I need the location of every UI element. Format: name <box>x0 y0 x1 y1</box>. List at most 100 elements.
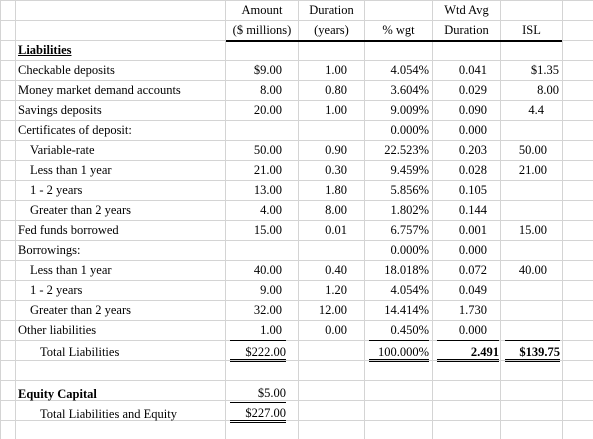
row-isl: 50.00 <box>518 143 547 157</box>
amount-total-rule <box>230 340 286 341</box>
header-amount-line2: ($ millions) <box>232 23 292 37</box>
row-isl: 21.00 <box>518 163 547 177</box>
isl-total-rule <box>505 340 560 341</box>
gridline <box>562 0 563 439</box>
row-pct: 4.054% <box>390 63 429 77</box>
total-liabilities-pct: 100.000% <box>369 342 429 362</box>
total-liab-equity-amount: $227.00 <box>230 403 286 423</box>
row-label: Borrowings: <box>18 243 81 257</box>
row-duration: 1.80 <box>325 183 347 197</box>
row-duration: 8.00 <box>325 203 347 217</box>
row-label: Money market demand accounts <box>18 83 181 97</box>
header-duration-line1: Duration <box>309 3 354 17</box>
row-label: Variable-rate <box>30 143 95 157</box>
row-amount: 20.00 <box>253 103 282 117</box>
row-duration: 0.00 <box>325 323 347 337</box>
row-amount: 9.00 <box>260 283 282 297</box>
liabilities-heading: Liabilities <box>18 43 72 57</box>
row-isl: 15.00 <box>518 223 547 237</box>
row-wtd: 0.001 <box>458 223 487 237</box>
row-duration: 1.20 <box>325 283 347 297</box>
row-amount: 40.00 <box>253 263 282 277</box>
gridline <box>15 0 16 439</box>
row-wtd: 0.144 <box>458 203 487 217</box>
row-label: Other liabilities <box>18 323 97 337</box>
row-wtd: 0.000 <box>458 243 487 257</box>
row-pct: 9.459% <box>390 163 429 177</box>
row-duration: 0.90 <box>325 143 347 157</box>
header-amount-line1: Amount <box>241 3 283 17</box>
row-label: 1 - 2 years <box>30 283 83 297</box>
header-underline <box>226 40 562 42</box>
row-pct: 3.604% <box>390 83 429 97</box>
total-liabilities-label: Total Liabilities <box>40 345 120 359</box>
row-pct: 18.018% <box>384 263 429 277</box>
header-wtd-line1: Wtd Avg <box>444 3 489 17</box>
row-wtd: 0.203 <box>458 143 487 157</box>
row-pct: 0.450% <box>390 323 429 337</box>
row-pct: 5.856% <box>390 183 429 197</box>
equity-capital-amount: $5.00 <box>230 383 286 403</box>
row-isl: 4.4 <box>528 103 544 117</box>
gridline <box>225 0 226 439</box>
row-wtd: 0.000 <box>458 323 487 337</box>
row-duration: 1.00 <box>325 63 347 77</box>
wtd-total-rule <box>437 340 499 341</box>
row-wtd: 0.105 <box>458 183 487 197</box>
row-pct: 0.000% <box>390 123 429 137</box>
header-duration-line2: (years) <box>314 23 349 37</box>
row-label: Certificates of deposit: <box>18 123 132 137</box>
row-duration: 12.00 <box>318 303 347 317</box>
row-amount: 13.00 <box>253 183 282 197</box>
row-amount: 15.00 <box>253 223 282 237</box>
row-pct: 9.009% <box>390 103 429 117</box>
row-amount: 21.00 <box>253 163 282 177</box>
row-wtd: 0.028 <box>458 163 487 177</box>
row-wtd: 1.730 <box>458 303 487 317</box>
row-pct: 6.757% <box>390 223 429 237</box>
row-duration: 0.40 <box>325 263 347 277</box>
gridline <box>364 0 365 439</box>
row-amount: 32.00 <box>253 303 282 317</box>
total-liabilities-amount: $222.00 <box>230 342 286 362</box>
row-duration: 1.00 <box>325 103 347 117</box>
row-wtd: 0.049 <box>458 283 487 297</box>
total-liabilities-isl: $139.75 <box>505 342 560 362</box>
row-duration: 0.30 <box>325 163 347 177</box>
row-pct: 1.802% <box>390 203 429 217</box>
row-pct: 0.000% <box>390 243 429 257</box>
row-wtd: 0.029 <box>458 83 487 97</box>
total-liab-equity-label: Total Liabilities and Equity <box>40 407 177 421</box>
row-label: Greater than 2 years <box>30 203 131 217</box>
row-duration: 0.01 <box>325 223 347 237</box>
row-label: Savings deposits <box>18 103 102 117</box>
gridline <box>500 0 501 439</box>
row-isl: $1.35 <box>530 63 559 77</box>
row-amount: 50.00 <box>253 143 282 157</box>
row-pct: 14.414% <box>384 303 429 317</box>
row-wtd: 0.090 <box>458 103 487 117</box>
header-pct-wgt: % wgt <box>382 23 415 37</box>
row-label: Greater than 2 years <box>30 303 131 317</box>
equity-capital-label: Equity Capital <box>18 387 97 401</box>
header-isl: ISL <box>522 23 541 37</box>
row-label: Checkable deposits <box>18 63 115 77</box>
row-isl: 8.00 <box>537 83 559 97</box>
row-label: Less than 1 year <box>30 263 112 277</box>
total-liabilities-wtd: 2.491 <box>437 342 499 362</box>
row-pct: 22.523% <box>384 143 429 157</box>
row-isl: 40.00 <box>518 263 547 277</box>
row-amount: $9.00 <box>253 63 282 77</box>
header-wtd-line2: Duration <box>444 23 489 37</box>
row-wtd: 0.072 <box>458 263 487 277</box>
row-pct: 4.054% <box>390 283 429 297</box>
row-amount: 1.00 <box>260 323 282 337</box>
row-amount: 4.00 <box>260 203 282 217</box>
row-wtd: 0.000 <box>458 123 487 137</box>
row-label: Less than 1 year <box>30 163 112 177</box>
row-wtd: 0.041 <box>458 63 487 77</box>
row-label: Fed funds borrowed <box>18 223 119 237</box>
gridline <box>298 0 299 439</box>
pct-total-rule <box>369 340 429 341</box>
